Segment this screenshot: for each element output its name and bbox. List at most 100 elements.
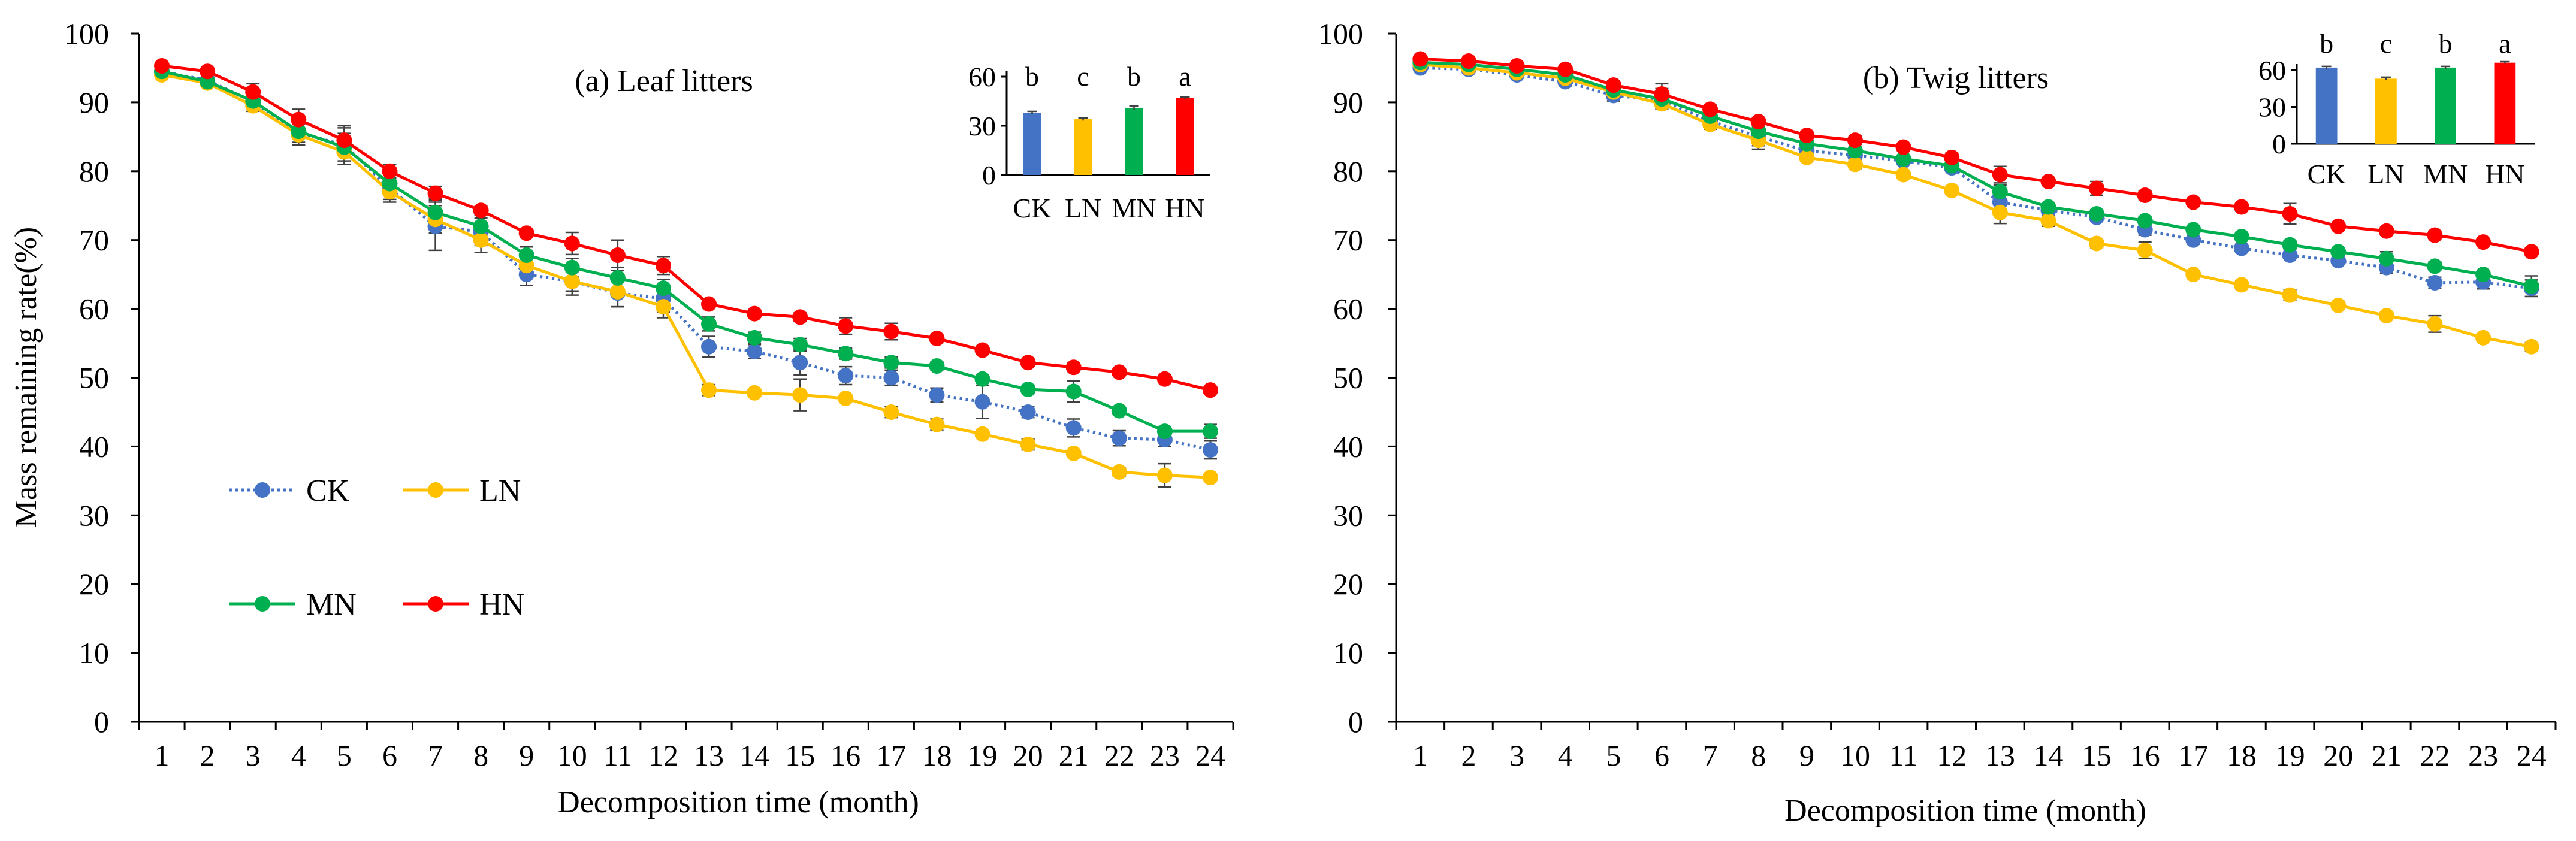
series-line-hn	[1420, 58, 2532, 253]
x-tick-label: 8	[1751, 739, 1766, 772]
data-point-hn	[2378, 223, 2394, 239]
data-point-mn	[2427, 258, 2443, 274]
x-tick-label: 16	[831, 739, 860, 772]
inset-bar-ln	[2375, 78, 2397, 144]
panel-title: (b) Twig litters	[1863, 61, 2049, 95]
y-tick-label: 100	[1318, 17, 1363, 50]
data-point-mn	[427, 204, 443, 220]
inset-category-label: HN	[1165, 193, 1204, 223]
data-point-mn	[701, 316, 717, 332]
series-line-hn	[161, 64, 1211, 392]
x-tick-label: 22	[1104, 739, 1134, 772]
x-tick-label: 11	[603, 739, 632, 772]
x-tick-label: 6	[1654, 739, 1669, 772]
legend-item-hn: HN	[403, 588, 524, 622]
x-tick-label: 23	[2468, 739, 2498, 772]
x-tick-label: 2	[1461, 739, 1476, 772]
data-point-ln	[2523, 338, 2539, 355]
inset-category-label: CK	[2308, 159, 2346, 189]
data-point-ln	[2040, 213, 2056, 229]
data-point-hn	[1509, 58, 1525, 74]
x-tick-label: 9	[1799, 739, 1814, 772]
x-tick-label: 12	[1937, 739, 1967, 772]
y-tick-label: 0	[1348, 705, 1363, 739]
inset-bar-chart: 0 30 60 CK b LN c MN b HN a	[2258, 28, 2535, 189]
legend-label: MN	[306, 588, 357, 622]
significance-letter: b	[1127, 61, 1141, 92]
data-point-hn	[1799, 128, 1815, 144]
data-point-hn	[2137, 187, 2153, 204]
data-point-ck	[792, 355, 808, 371]
panel-title: (a) Leaf litters	[575, 64, 753, 98]
data-point-ln	[655, 299, 671, 315]
data-point-mn	[1156, 423, 1173, 440]
data-point-ln	[792, 387, 808, 403]
data-point-mn	[1065, 383, 1082, 400]
inset-category-label: MN	[2423, 159, 2468, 189]
x-tick-label: 13	[1985, 739, 2015, 772]
inset-y-tick-label: 60	[2258, 55, 2286, 86]
data-point-ck	[1111, 430, 1127, 446]
legend-marker-mn	[255, 596, 270, 612]
y-axis-title: Mass remaining rate(%)	[9, 227, 43, 528]
data-point-hn	[883, 323, 899, 340]
data-point-ck	[974, 394, 990, 410]
data-point-mn	[564, 259, 580, 276]
data-point-hn	[2233, 199, 2249, 215]
y-tick-label: 10	[1333, 636, 1363, 670]
data-point-mn	[747, 329, 763, 346]
data-point-mn	[1895, 151, 1911, 167]
data-point-ln	[2089, 235, 2105, 252]
x-tick-label: 8	[473, 739, 488, 772]
data-point-hn	[1460, 53, 1476, 69]
x-tick-label: 1	[155, 739, 170, 772]
x-tick-label: 7	[428, 739, 443, 772]
data-point-ln	[2427, 316, 2443, 332]
data-point-hn	[564, 235, 580, 252]
data-point-ln	[974, 426, 990, 442]
x-tick-label: 4	[291, 739, 306, 772]
x-tick-label: 17	[876, 739, 906, 772]
y-tick-label: 60	[79, 292, 109, 326]
data-point-mn	[838, 346, 854, 362]
y-tick-label: 100	[64, 17, 109, 50]
data-point-hn	[2089, 180, 2105, 196]
data-point-ln	[2185, 267, 2201, 283]
x-tick-label: 21	[1059, 739, 1089, 772]
x-tick-label: 24	[2517, 739, 2547, 772]
y-tick-label: 40	[1333, 429, 1363, 463]
inset-bar-ck	[1023, 113, 1041, 175]
legend-label: HN	[479, 588, 524, 622]
data-point-hn	[974, 342, 990, 358]
data-point-hn	[929, 331, 945, 347]
data-point-hn	[291, 111, 307, 128]
data-point-ck	[1065, 420, 1082, 436]
data-point-hn	[245, 84, 261, 100]
x-tick-label: 16	[2130, 739, 2160, 772]
inset-category-label: CK	[1013, 193, 1052, 223]
series-line-ln	[161, 73, 1211, 479]
x-tick-label: 24	[1195, 739, 1225, 772]
inset-bar-ck	[2315, 67, 2338, 144]
inset-bar-hn	[1176, 98, 1194, 175]
x-tick-label: 17	[2178, 739, 2208, 772]
data-point-hn	[1156, 371, 1173, 387]
data-point-ln	[701, 382, 717, 398]
y-tick-label: 70	[1333, 223, 1363, 257]
data-point-ln	[1895, 167, 1911, 183]
legend: CK LN MN HN	[229, 474, 524, 622]
data-point-mn	[2185, 222, 2201, 238]
legend-label: LN	[479, 474, 521, 508]
data-point-mn	[1202, 423, 1218, 440]
y-tick-label: 20	[1333, 567, 1363, 601]
y-tick-label: 80	[1333, 155, 1363, 188]
x-tick-label: 14	[2033, 739, 2063, 772]
data-point-hn	[747, 305, 763, 322]
data-point-ln	[1065, 445, 1082, 461]
significance-letter: a	[1179, 61, 1191, 92]
data-point-mn	[2523, 278, 2539, 294]
data-point-hn	[1202, 382, 1218, 398]
data-point-mn	[2378, 250, 2394, 267]
inset-bar-ln	[1074, 119, 1092, 175]
data-point-hn	[1944, 149, 1960, 165]
